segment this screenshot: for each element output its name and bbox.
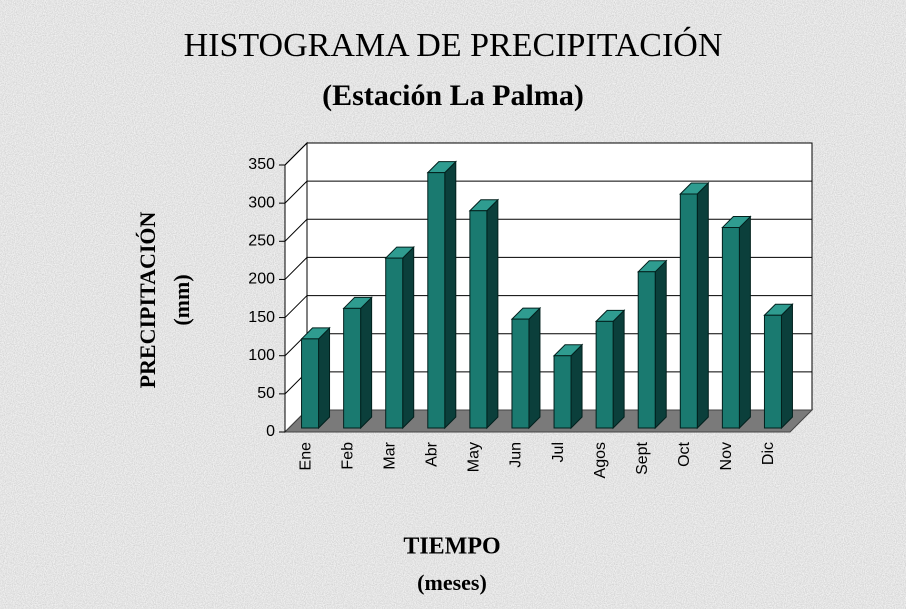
bar xyxy=(721,215,752,430)
bar-side xyxy=(738,215,751,430)
bar-front xyxy=(427,172,446,429)
bar xyxy=(763,303,794,430)
chart-subtitle: (Estación La Palma) xyxy=(322,79,584,112)
y-axis-label: PRECIPITACIÓN xyxy=(135,211,160,388)
chart-title: HISTOGRAMA DE PRECIPITACIÓN xyxy=(184,26,723,64)
bar xyxy=(679,181,710,430)
bar-side xyxy=(654,259,667,430)
x-tick-label: Mar xyxy=(381,441,398,469)
y-tick-label: 200 xyxy=(248,271,275,288)
bar xyxy=(300,326,331,430)
bar xyxy=(384,245,415,430)
bar xyxy=(552,343,584,430)
grid-line xyxy=(284,180,812,204)
y-axis-units: (mm) xyxy=(169,274,194,325)
grid-line xyxy=(284,218,812,242)
bar-side xyxy=(528,306,541,430)
bar xyxy=(342,296,373,430)
grid-line xyxy=(284,142,812,166)
bar xyxy=(468,198,500,430)
x-tick-label: Jul xyxy=(550,442,567,462)
y-tick-label: 250 xyxy=(248,233,275,250)
bar-front xyxy=(553,355,572,429)
bar-side xyxy=(570,343,583,430)
x-axis-label: TIEMPO xyxy=(403,534,500,560)
bar xyxy=(510,306,542,430)
x-tick-label: Abr xyxy=(424,441,441,467)
bar-side xyxy=(360,296,373,430)
bar-front xyxy=(469,210,488,429)
x-tick-label: Ene xyxy=(297,442,314,471)
bar-side xyxy=(486,198,499,430)
y-tick-label: 0 xyxy=(266,423,275,440)
bar-side xyxy=(696,181,709,430)
bar xyxy=(594,309,626,430)
y-tick-label: 150 xyxy=(248,309,275,326)
bar-side xyxy=(318,326,331,430)
bar xyxy=(637,259,668,430)
x-tick-label: Nov xyxy=(718,442,735,470)
x-axis-units: (meses) xyxy=(417,570,487,595)
bar-front xyxy=(385,257,404,429)
x-tick-label: Oct xyxy=(676,441,693,466)
bar-front xyxy=(763,314,782,429)
grid-line xyxy=(284,256,812,280)
y-tick-label: 50 xyxy=(257,385,275,402)
bar-front xyxy=(595,320,614,429)
bar-front xyxy=(721,227,740,429)
x-tick-label: Feb xyxy=(339,442,356,470)
x-tick-label: May xyxy=(466,442,483,472)
y-tick-label: 350 xyxy=(248,156,275,173)
y-tick-label: 300 xyxy=(248,194,275,211)
bar-front xyxy=(637,271,656,429)
bar xyxy=(426,160,457,430)
bar-front xyxy=(301,338,320,429)
x-tick-label: Dic xyxy=(760,442,777,465)
bar-side xyxy=(612,309,625,430)
bar-side xyxy=(402,245,415,430)
y-tick-label: 100 xyxy=(248,347,275,364)
bar-side xyxy=(780,303,793,430)
bar-side xyxy=(444,160,457,430)
x-tick-label: Agos xyxy=(592,442,609,478)
bar-front xyxy=(343,307,362,429)
x-tick-label: Jun xyxy=(508,442,525,468)
bar-front xyxy=(511,318,530,429)
x-tick-label: Sept xyxy=(634,441,651,474)
bar-front xyxy=(679,193,698,429)
